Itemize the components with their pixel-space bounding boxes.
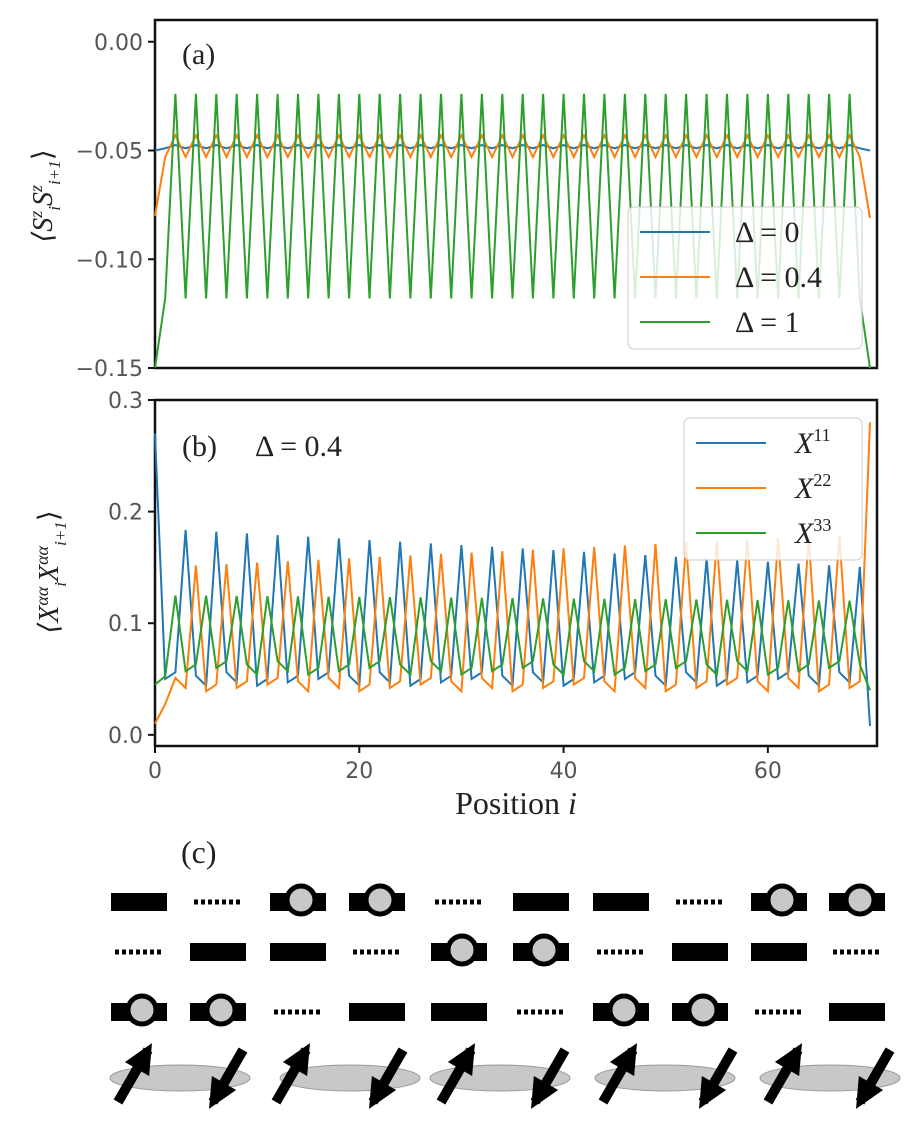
- bond-r1-c4-site: [445, 933, 479, 967]
- legend-a-entry-1: Δ = 0.4: [735, 261, 822, 294]
- spin-arrow-up-4: [436, 1043, 476, 1105]
- bond-r0-c2-site: [284, 883, 318, 917]
- bond-r2-c1-site: [204, 993, 238, 1027]
- panel-a-frame: [153, 18, 879, 370]
- bond-r1-c5-site: [527, 933, 561, 967]
- ytick-label-a-3: −0.15: [76, 357, 143, 382]
- bond-r2-c0-site: [125, 993, 159, 1027]
- panel-c: (c): [109, 834, 901, 1109]
- xtick-label-b-3: 60: [754, 759, 782, 784]
- panel-b: 0.0 0.1 0.2 0.3 0 20 40 60 (b) Δ = 0.4 X11 X22…: [32, 389, 879, 821]
- xtick-label-b-0: 0: [148, 759, 162, 784]
- panel-a-legend: Δ = 0 Δ = 0.4 Δ = 1: [627, 206, 863, 350]
- ytick-label-a-1: −0.05: [76, 140, 143, 165]
- bond-r0-c3-site: [363, 883, 397, 917]
- x-axis-label: Position i: [455, 785, 577, 821]
- legend-b-entry-2: X33: [794, 515, 831, 550]
- spin-arrow-down-7: [698, 1047, 738, 1109]
- bond-r2-c9-bar: [829, 1003, 885, 1021]
- bond-r1-c8-bar: [751, 943, 807, 961]
- legend-a-box: [627, 206, 863, 350]
- legend-b-entry-0: X11: [794, 425, 831, 460]
- bond-r0-c9-site: [843, 883, 877, 917]
- panel-a-ylabel: ⟨SziSzi+1⟩: [26, 149, 64, 242]
- series-a-2: [154, 93, 871, 369]
- spin-arrow-up-0: [113, 1043, 153, 1105]
- panel-b-yticks: 0.0 0.1 0.2 0.3: [108, 389, 155, 749]
- panel-b-frame: [153, 398, 879, 748]
- series-b-1: [154, 422, 871, 725]
- panel-b-label: (b): [182, 430, 217, 463]
- panel-b-ylabel: ⟨XααiXααi+1⟩: [32, 510, 70, 633]
- bond-r0-c5-bar: [513, 893, 569, 911]
- bond-r2-c7-site: [686, 993, 720, 1027]
- xtick-label-b-1: 20: [345, 759, 373, 784]
- spin-arrow-down-3: [368, 1047, 408, 1109]
- spin-arrow-up-6: [598, 1043, 638, 1105]
- bond-r1-c2-bar: [270, 943, 326, 961]
- panel-c-label: (c): [181, 834, 217, 870]
- ytick-label-a-2: −0.10: [76, 248, 143, 273]
- legend-a-entry-2: Δ = 1: [735, 306, 800, 339]
- ytick-label-a-0: 0.00: [94, 31, 143, 56]
- panel-a: 0.00 −0.05 −0.10 −0.15 (a) Δ = 0 Δ = 0.4 Δ …: [26, 18, 879, 382]
- spin-arrow-up-2: [271, 1043, 311, 1105]
- legend-a-entry-0: Δ = 0: [735, 216, 800, 249]
- panel-b-annotation: Δ = 0.4: [255, 430, 342, 463]
- ytick-label-b-3: 0.3: [108, 389, 143, 414]
- series-b-2: [154, 595, 871, 691]
- legend-b-entry-1: X22: [794, 470, 831, 505]
- bond-r2-c3-bar: [349, 1003, 405, 1021]
- bond-r1-c1-bar: [190, 943, 246, 961]
- bond-r0-c8-site: [765, 883, 799, 917]
- ytick-label-b-1: 0.1: [108, 612, 143, 637]
- bond-r1-c7-bar: [672, 943, 728, 961]
- spin-arrow-down-5: [530, 1047, 570, 1109]
- panel-b-legend: X11 X22 X33: [683, 417, 863, 561]
- bond-r0-c0-bar: [111, 893, 167, 911]
- bond-r2-c4-bar: [431, 1003, 487, 1021]
- panel-b-xticks: 0 20 40 60: [148, 746, 782, 784]
- panel-a-series: [154, 93, 871, 369]
- panel-a-label: (a): [182, 38, 215, 71]
- xtick-label-b-2: 40: [550, 759, 578, 784]
- spin-arrow-down-9: [855, 1047, 895, 1109]
- panel-b-series: [154, 422, 871, 726]
- ytick-label-b-2: 0.2: [108, 501, 143, 526]
- legend-b-box: [683, 417, 863, 561]
- panel-a-yticks: 0.00 −0.05 −0.10 −0.15: [76, 31, 155, 382]
- bond-r2-c6-site: [607, 993, 641, 1027]
- spin-arrow-up-8: [763, 1043, 803, 1105]
- ytick-label-b-0: 0.0: [108, 724, 143, 749]
- dimer-diagram: [109, 883, 901, 1109]
- spin-arrow-down-1: [208, 1047, 248, 1109]
- bond-r0-c6-bar: [593, 893, 649, 911]
